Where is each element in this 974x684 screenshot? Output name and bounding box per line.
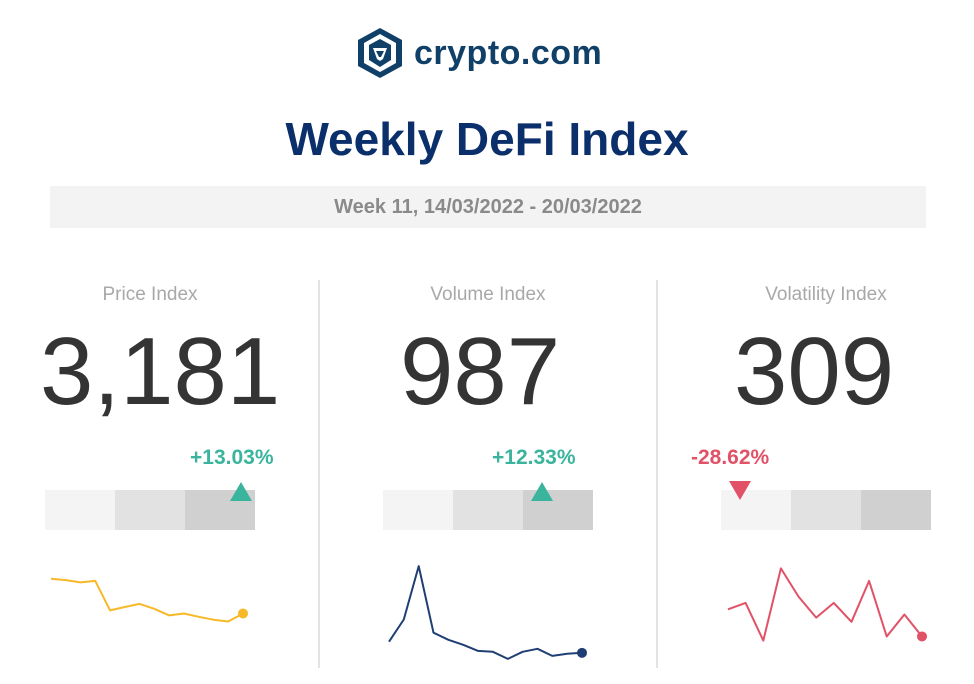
crypto-lion-shield-icon bbox=[358, 28, 402, 78]
volume-index-change: +12.33% bbox=[492, 446, 576, 469]
price-range-band bbox=[45, 490, 255, 530]
range-segment-low bbox=[383, 490, 453, 530]
volatility-index-label: Volatility Index bbox=[765, 284, 887, 305]
price-sparkline bbox=[50, 577, 248, 623]
week-range: Week 11, 14/03/2022 - 20/03/2022 bbox=[50, 186, 926, 228]
price-index-label: Price Index bbox=[102, 284, 198, 305]
range-segment-mid bbox=[115, 490, 185, 530]
volatility-index-change: -28.62% bbox=[691, 446, 770, 469]
last-point-marker bbox=[577, 647, 587, 658]
last-point-marker bbox=[917, 631, 927, 642]
brand-name: crypto.com bbox=[414, 33, 603, 72]
range-segment-high bbox=[861, 490, 931, 530]
series-line bbox=[388, 565, 583, 660]
price-index-change: +13.03% bbox=[190, 446, 274, 469]
week-range-text: Week 11, 14/03/2022 - 20/03/2022 bbox=[334, 195, 642, 218]
volatility-range-band bbox=[721, 490, 931, 530]
panel-divider bbox=[656, 280, 658, 668]
range-segment-mid bbox=[791, 490, 861, 530]
volatility-index-value: 309 bbox=[734, 318, 895, 425]
last-point-marker bbox=[238, 608, 248, 619]
volume-index-panel: Volume Index 987 +12.33% bbox=[338, 280, 658, 680]
range-segment-mid bbox=[453, 490, 523, 530]
price-index-value: 3,181 bbox=[40, 318, 281, 425]
volume-index-value: 987 bbox=[400, 318, 561, 425]
up-triangle-icon bbox=[531, 482, 553, 501]
page-title: Weekly DeFi Index bbox=[285, 113, 689, 165]
up-triangle-icon bbox=[230, 482, 252, 501]
series-line bbox=[50, 577, 244, 623]
price-index-panel: Price Index 3,181 +13.03% bbox=[0, 280, 320, 680]
panel-divider bbox=[318, 280, 320, 668]
range-segment-low bbox=[721, 490, 791, 530]
volume-sparkline bbox=[388, 565, 587, 660]
volume-index-label: Volume Index bbox=[430, 284, 546, 305]
volume-range-band bbox=[383, 490, 593, 530]
range-segment-low bbox=[45, 490, 115, 530]
series-line bbox=[727, 567, 923, 642]
volatility-sparkline bbox=[727, 567, 927, 642]
brand-logo: crypto.com bbox=[356, 26, 602, 80]
down-triangle-icon bbox=[729, 481, 751, 500]
volatility-index-panel: Volatility Index 309 -28.62% bbox=[676, 280, 974, 680]
